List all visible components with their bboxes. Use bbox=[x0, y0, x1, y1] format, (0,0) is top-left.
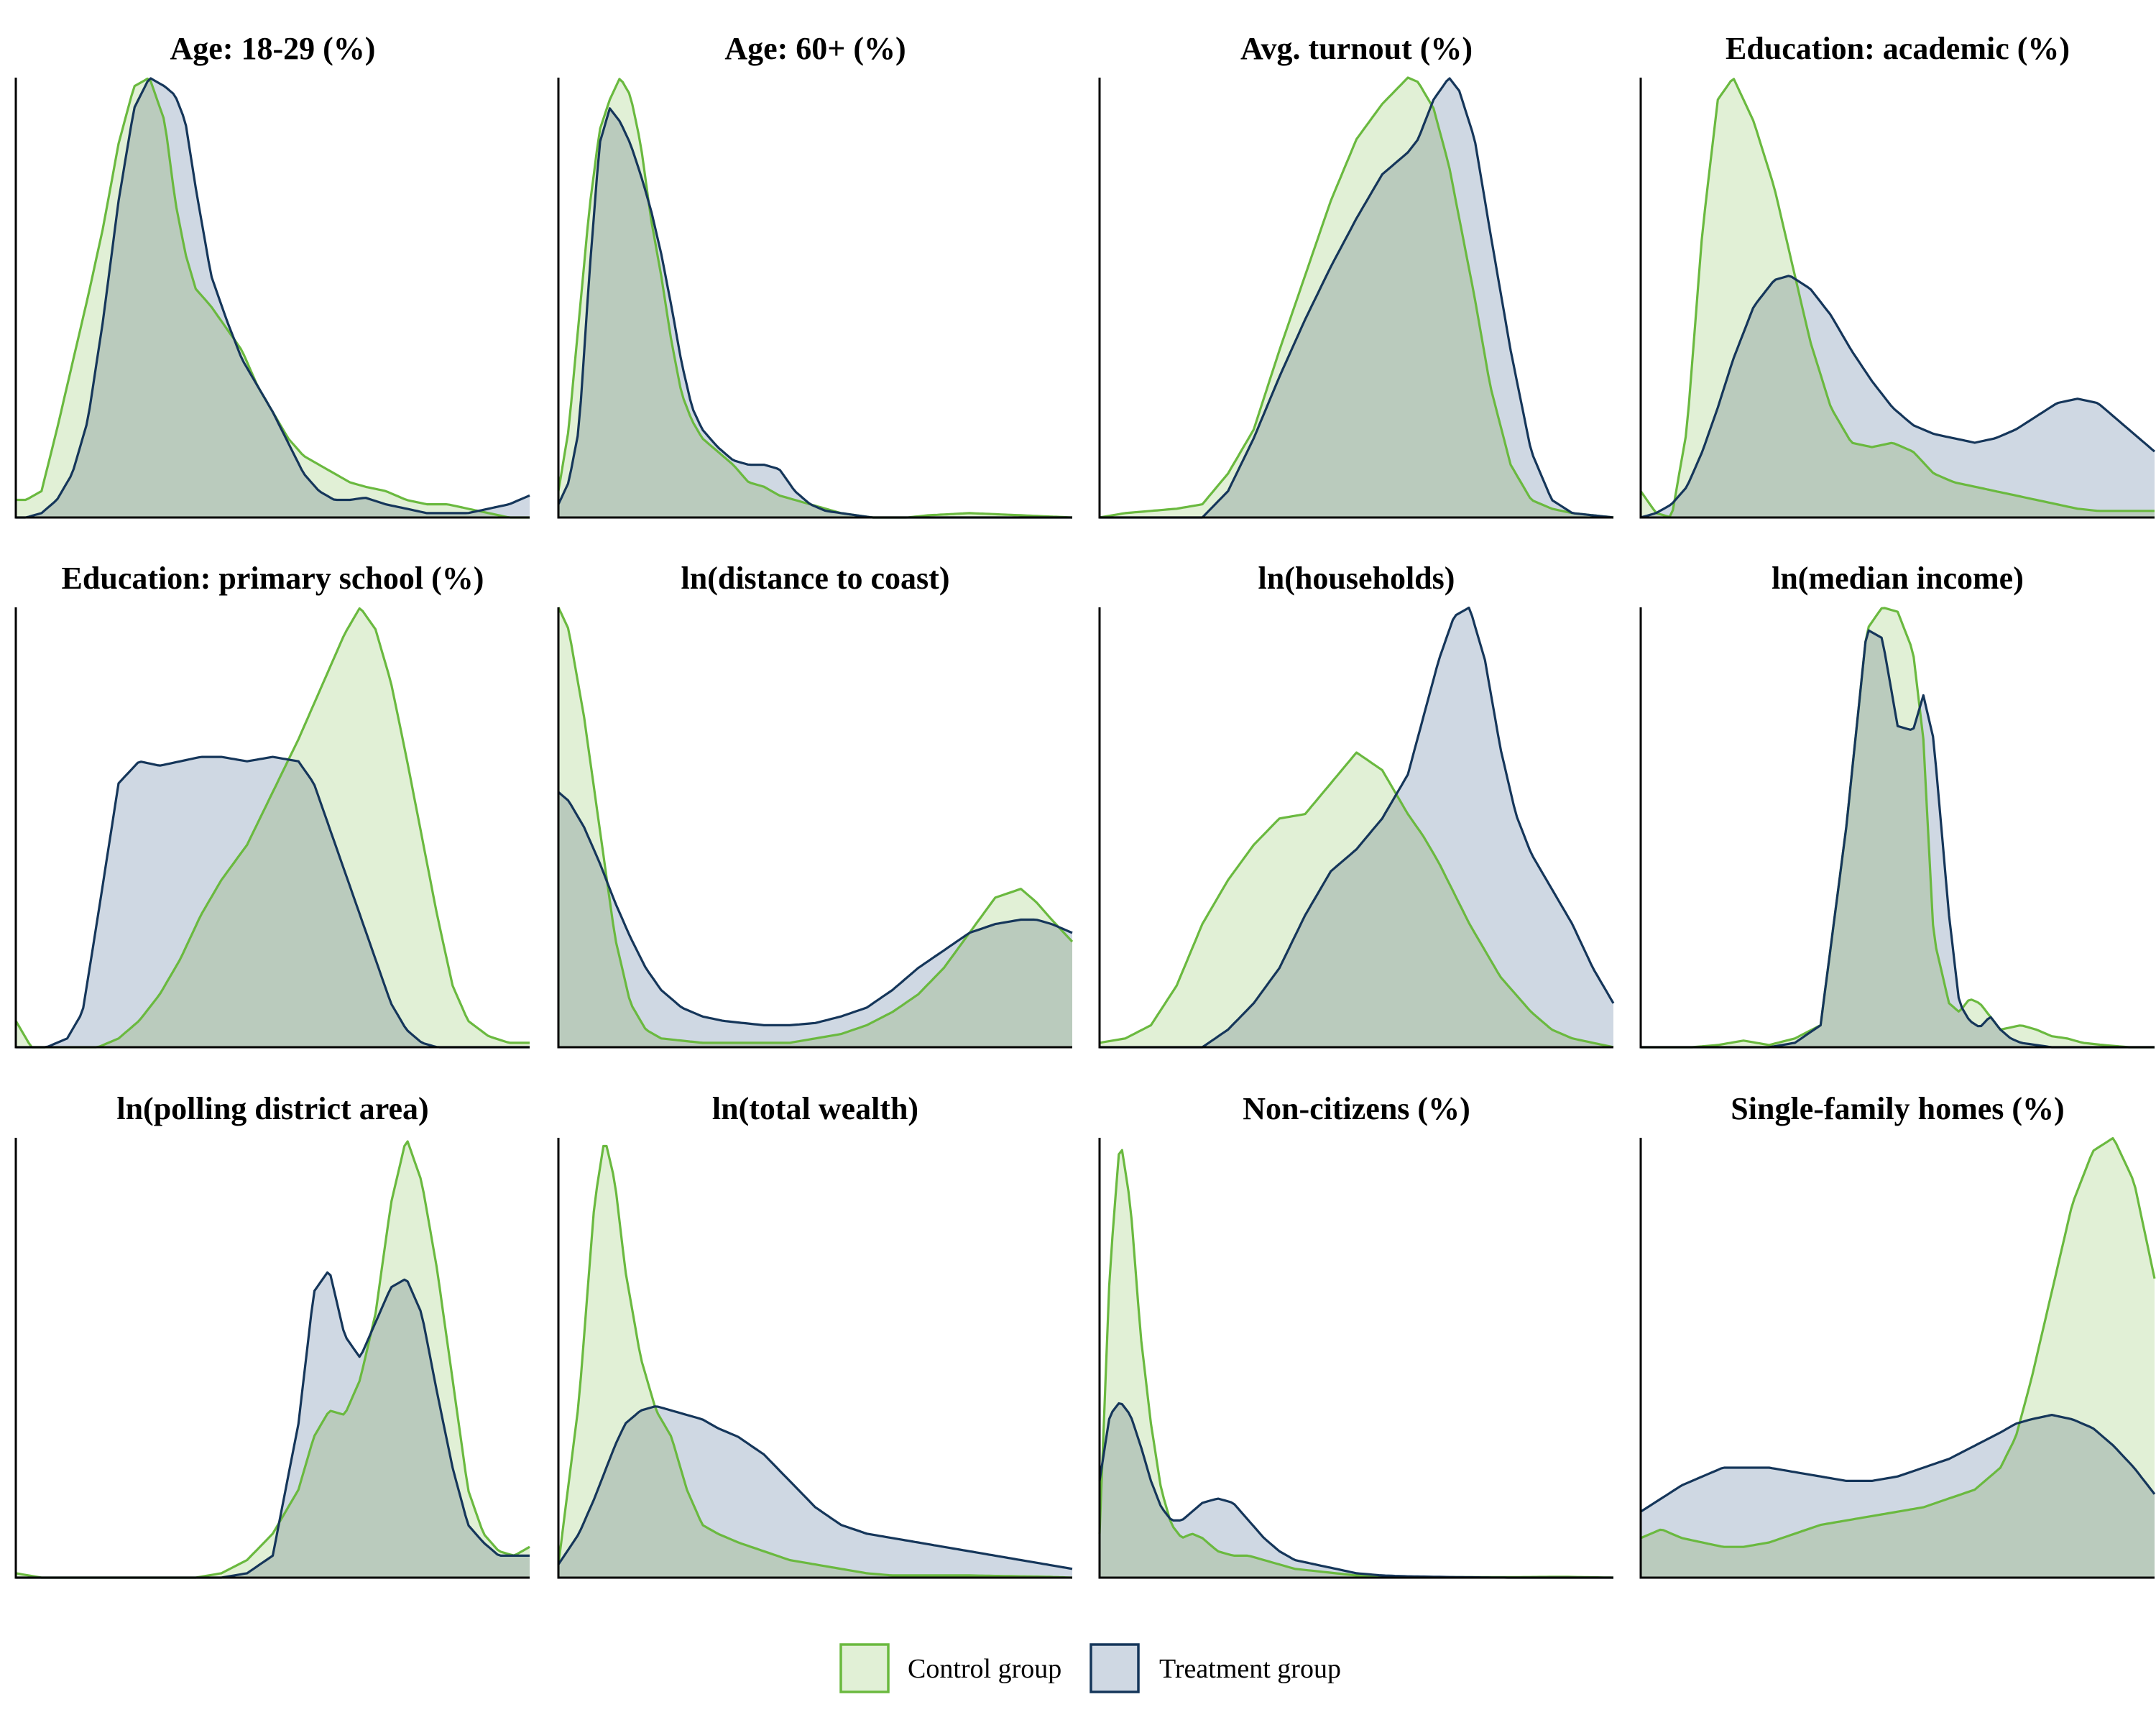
overlap-density-area bbox=[558, 1406, 1072, 1578]
panel-education-academic: Education: academic (%) bbox=[1639, 31, 2156, 519]
treatment-density-line bbox=[557, 791, 1073, 1026]
control-density-line bbox=[1099, 751, 1614, 1049]
overlap-density-area bbox=[1100, 78, 1613, 518]
panel-non-citizens: Non-citizens (%) bbox=[1098, 1091, 1614, 1579]
control-density-line bbox=[557, 607, 1074, 1044]
panel-title: Avg. turnout (%) bbox=[1240, 31, 1473, 66]
legend: Control group Treatment group bbox=[839, 1643, 1341, 1693]
overlap-density-area bbox=[1641, 275, 2155, 518]
overlap-density-area bbox=[1100, 1403, 1613, 1578]
overlap-density-area bbox=[16, 1272, 530, 1578]
treatment-density-area bbox=[1100, 1403, 1613, 1578]
panel-title: Non-citizens (%) bbox=[1243, 1091, 1470, 1126]
panel-title: ln(total wealth) bbox=[712, 1091, 918, 1126]
treatment-density-area bbox=[1100, 607, 1613, 1047]
overlap-density-area bbox=[1641, 1414, 2155, 1578]
panel-age-60: Age: 60+ (%) bbox=[557, 31, 1073, 519]
treatment-density-line bbox=[557, 1405, 1073, 1570]
legend-item-control: Control group bbox=[839, 1643, 1061, 1693]
panel-ln-polling-district-area: ln(polling district area) bbox=[14, 1091, 530, 1579]
panel-title: ln(households) bbox=[1258, 561, 1455, 596]
control-density-line bbox=[1641, 607, 2155, 1049]
panel-ln-total-wealth: ln(total wealth) bbox=[557, 1091, 1073, 1579]
panel-title: ln(median income) bbox=[1772, 561, 2024, 596]
legend-item-treatment: Treatment group bbox=[1089, 1643, 1341, 1693]
legend-swatch-control bbox=[839, 1643, 890, 1693]
panel-title: Single-family homes (%) bbox=[1731, 1091, 2064, 1126]
panel-title: Age: 18-29 (%) bbox=[170, 31, 376, 66]
treatment-density-line bbox=[16, 77, 530, 519]
control-density-line bbox=[14, 607, 530, 1049]
panel-ln-median-income: ln(median income) bbox=[1639, 561, 2155, 1049]
panel-title: ln(polling district area) bbox=[116, 1091, 428, 1126]
overlap-density-area bbox=[1641, 630, 2155, 1047]
treatment-density-line bbox=[1640, 1414, 2156, 1513]
legend-label-treatment: Treatment group bbox=[1159, 1654, 1341, 1684]
overlap-density-area bbox=[558, 792, 1072, 1047]
control-density-line bbox=[1640, 1137, 2156, 1548]
panel-ln-households: ln(households) bbox=[1098, 561, 1615, 1049]
panel-single-family-homes: Single-family homes (%) bbox=[1639, 1091, 2156, 1579]
panel-title: Age: 60+ (%) bbox=[724, 31, 906, 66]
overlap-density-area bbox=[16, 78, 530, 518]
treatment-density-line bbox=[1640, 275, 2156, 519]
legend-swatch-treatment bbox=[1089, 1643, 1140, 1693]
control-density-area bbox=[1100, 1150, 1613, 1578]
panel-ln-distance-to-coast: ln(distance to coast) bbox=[557, 561, 1074, 1049]
panel-title: Education: primary school (%) bbox=[62, 561, 484, 596]
panel-title: Education: academic (%) bbox=[1726, 31, 2070, 66]
panel-avg-turnout: Avg. turnout (%) bbox=[1098, 31, 1614, 519]
control-density-line bbox=[1099, 76, 1614, 519]
panel-education-primary-school: Education: primary school (%) bbox=[14, 561, 530, 1049]
control-density-line bbox=[1098, 1149, 1614, 1579]
panel-title: ln(distance to coast) bbox=[681, 561, 950, 596]
control-density-line bbox=[1639, 78, 2155, 518]
legend-label-control: Control group bbox=[908, 1654, 1061, 1684]
panel-age-18-29: Age: 18-29 (%) bbox=[14, 31, 530, 519]
control-density-line bbox=[557, 1144, 1073, 1579]
